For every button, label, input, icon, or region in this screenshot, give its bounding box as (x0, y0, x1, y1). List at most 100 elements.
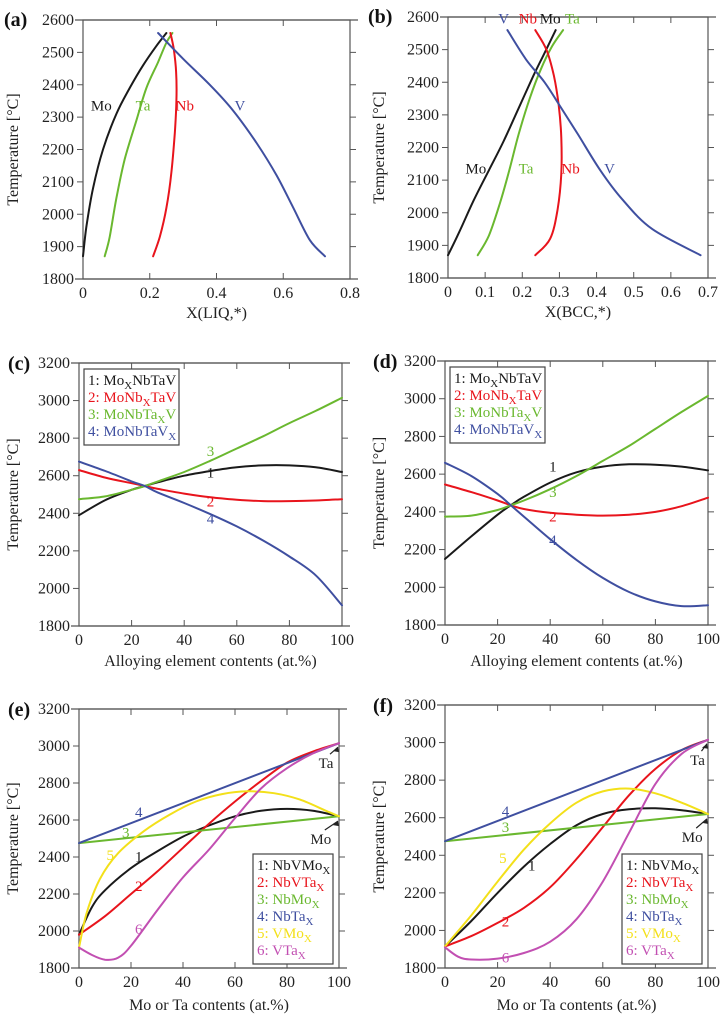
x-tick-label: 80 (281, 632, 297, 649)
y-tick-label: 2000 (38, 580, 70, 597)
arrow-head-icon (333, 821, 339, 827)
y-tick-label: 2300 (42, 109, 74, 126)
curve-label: Nb (519, 12, 537, 28)
legend-entry: 3: NbMoX (626, 892, 689, 911)
series-line-ta (103, 32, 174, 258)
legend-entry: 2: MoNbXTaV (88, 390, 176, 409)
curve-label: 5 (106, 848, 114, 864)
series-line-2-nbvtax (444, 738, 709, 948)
x-tick-label: 40 (542, 974, 558, 991)
y-tick-label: 2400 (407, 74, 439, 91)
x-tick-label: 0.7 (698, 284, 718, 301)
curve-label: 3 (207, 444, 215, 460)
legend-entry: 3: MoNbTaXV (454, 405, 542, 424)
series-line-4-nbtax (444, 738, 709, 843)
series-line-1-moxnbtav (444, 463, 709, 560)
curve-label: Mo (91, 99, 112, 115)
series-line-v (506, 29, 702, 257)
arrow-head-icon (333, 747, 339, 753)
x-tick-label: 100 (696, 631, 720, 648)
y-tick-label: 2000 (38, 923, 70, 940)
y-tick-label: 2500 (42, 44, 74, 61)
curve-label: Mo (540, 12, 561, 28)
y-tick-label: 2600 (38, 812, 70, 829)
curve-label: 2 (135, 879, 143, 895)
y-tick-label: 2800 (404, 428, 436, 445)
y-tick-label: 3200 (404, 353, 436, 370)
curve-label: 4 (549, 533, 557, 549)
y-tick-label: 3200 (404, 697, 436, 714)
y-axis-title: Temperature [°C] (371, 780, 388, 892)
curve-label: 5 (499, 851, 507, 867)
x-tick-label: 0.6 (273, 285, 293, 302)
curve-label: Nb (561, 162, 579, 178)
curve-label: 1 (135, 850, 143, 866)
y-tick-label: 2600 (404, 810, 436, 827)
x-tick-label: 0.3 (549, 284, 569, 301)
y-tick-label: 2200 (38, 543, 70, 560)
x-tick-label: 0 (444, 284, 452, 301)
series-line-3-nbmox (78, 815, 340, 845)
legend-entry: 6: VTaX (257, 943, 306, 962)
y-tick-label: 2200 (42, 142, 74, 159)
curve-label: 2 (502, 915, 510, 931)
curve-label: 4 (135, 805, 143, 821)
curve-label: Ta (565, 12, 580, 28)
panel-tag: (a) (4, 9, 27, 31)
y-tick-label: 2600 (38, 468, 70, 485)
legend-entry: 1: NbVMoX (626, 858, 699, 877)
y-tick-label: 1900 (407, 237, 439, 254)
x-tick-label: 0.6 (661, 284, 681, 301)
curve-label: 2 (549, 509, 557, 525)
x-tick-label: 0 (75, 974, 83, 991)
annotation-arrow (324, 820, 339, 831)
series-line-2-monbxtav (78, 469, 343, 503)
curve-label: 2 (207, 495, 215, 511)
x-tick-label: 0.2 (140, 285, 160, 302)
x-axis-title: Mo or Ta contents (at.%) (129, 997, 289, 1014)
legend-entry: 5: VMoX (626, 926, 681, 945)
annotation-label: Ta (319, 756, 334, 772)
x-tick-label: 60 (595, 631, 611, 648)
legend-entry: 4: MoNbTaVX (88, 424, 176, 443)
y-tick-label: 2800 (404, 772, 436, 789)
panel-e: 0 20 40 60 80 100 1800 2000 2200 2400 2600 2800 3000… (5, 699, 351, 1014)
series-line-nb (152, 32, 178, 258)
panel-tag: (d) (373, 351, 397, 373)
x-axis-title: Mo or Ta contents (at.%) (497, 997, 657, 1014)
y-tick-label: 2000 (404, 579, 436, 596)
annotation-label: Mo (682, 830, 703, 846)
curve-label: 6 (135, 922, 143, 938)
arrow-head-icon (702, 818, 708, 824)
y-tick-label: 1800 (38, 960, 70, 977)
curve-label: 1 (549, 459, 557, 475)
legend-entry: 6: VTaX (626, 943, 675, 962)
series-line-4-monbtavx (444, 461, 709, 608)
x-axis-title: X(LIQ,*) (186, 305, 247, 322)
series-line-6-vtax (78, 742, 340, 961)
legend-entry: 1: MoXNbTaV (454, 371, 542, 390)
y-tick-label: 2400 (42, 77, 74, 94)
x-tick-label: 0.1 (475, 284, 495, 301)
x-tick-label: 0 (441, 631, 449, 648)
legend-box (83, 368, 180, 446)
x-tick-label: 60 (227, 974, 243, 991)
curve-label: 1 (528, 858, 536, 874)
x-tick-label: 0.5 (624, 284, 644, 301)
y-tick-label: 3200 (38, 355, 70, 372)
y-tick-label: 2800 (38, 430, 70, 447)
panel-tag: (e) (8, 699, 30, 721)
y-tick-label: 1800 (38, 618, 70, 635)
curve-label: V (604, 162, 615, 178)
series-line-4-monbtavx (78, 460, 343, 607)
series-line-nb (534, 29, 563, 257)
series-line-mo (447, 29, 557, 257)
series-line-v (157, 32, 326, 258)
x-tick-label: 40 (175, 974, 191, 991)
legend-entry: 4: MoNbTaVX (454, 422, 542, 441)
y-tick-label: 2200 (407, 140, 439, 157)
y-tick-label: 2600 (407, 9, 439, 26)
